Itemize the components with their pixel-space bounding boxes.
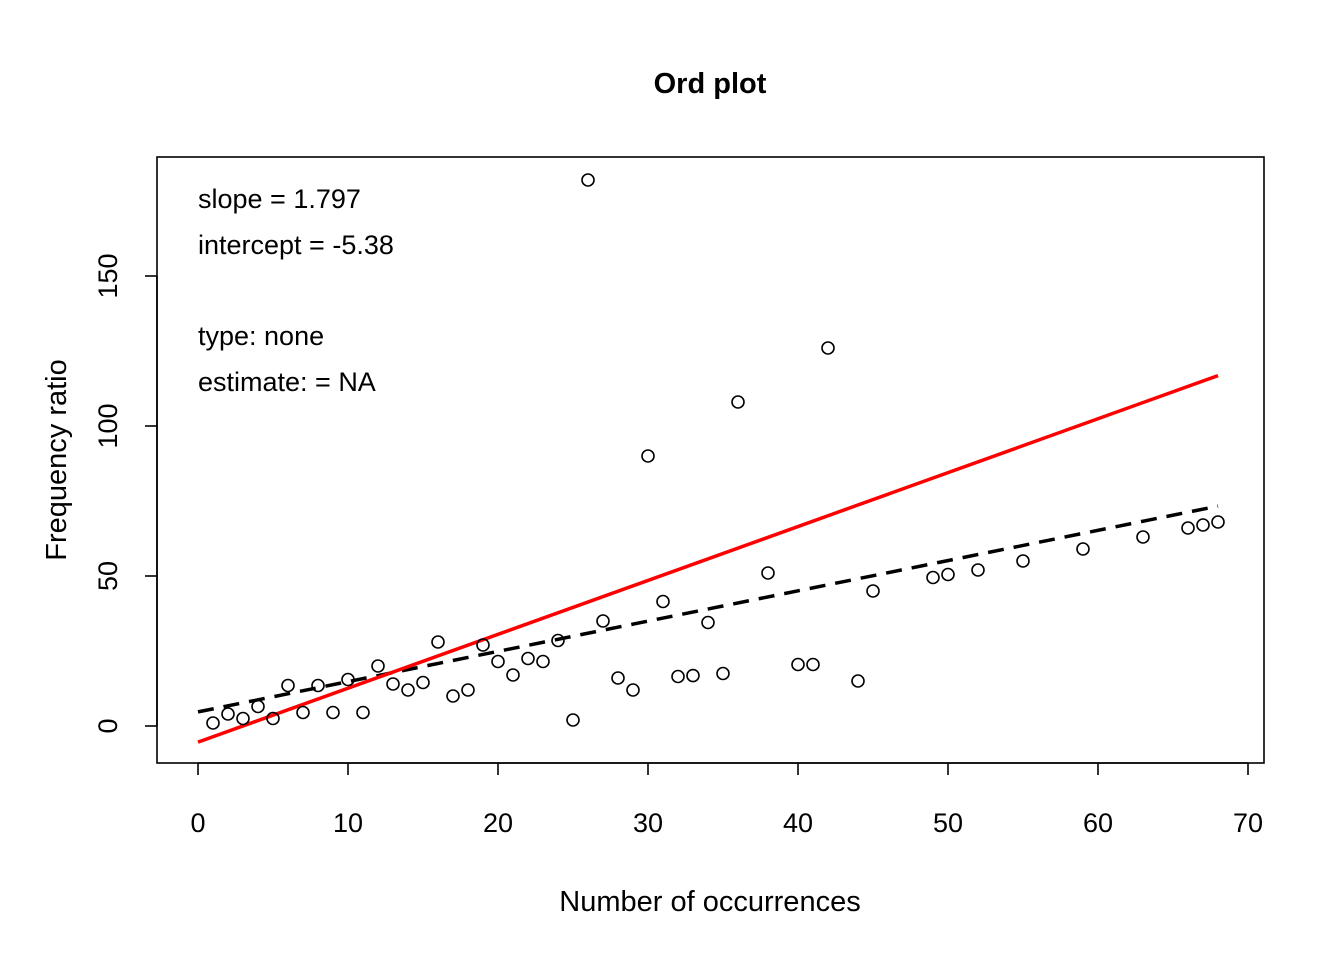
y-tick-label: 150 bbox=[93, 253, 123, 298]
data-point bbox=[461, 683, 475, 697]
x-tick-label: 30 bbox=[633, 808, 663, 838]
data-point bbox=[311, 678, 325, 693]
data-point bbox=[701, 615, 715, 630]
data-point bbox=[926, 570, 940, 585]
data-point bbox=[221, 707, 235, 721]
data-point bbox=[581, 173, 595, 187]
data-point bbox=[731, 395, 745, 409]
data-point bbox=[1211, 515, 1225, 529]
data-point bbox=[566, 713, 580, 727]
data-point bbox=[341, 672, 355, 687]
data-point bbox=[611, 671, 625, 685]
data-point bbox=[266, 711, 280, 726]
data-point bbox=[656, 594, 670, 609]
data-point bbox=[821, 341, 835, 355]
y-tick-label: 100 bbox=[93, 403, 123, 448]
data-point bbox=[1196, 518, 1210, 532]
annotation-line: slope = 1.797 bbox=[198, 184, 361, 214]
data-point bbox=[596, 614, 610, 628]
data-point bbox=[866, 584, 880, 598]
data-point bbox=[431, 635, 445, 649]
data-point bbox=[401, 683, 415, 697]
data-point bbox=[551, 633, 565, 648]
data-point bbox=[761, 566, 775, 580]
weighted-fit-line bbox=[197, 504, 1219, 714]
x-tick-label: 60 bbox=[1083, 808, 1113, 838]
data-point bbox=[506, 668, 520, 682]
data-point bbox=[236, 711, 250, 726]
data-point bbox=[806, 657, 820, 672]
x-tick-label: 70 bbox=[1233, 808, 1263, 838]
data-point bbox=[971, 563, 985, 577]
data-point bbox=[326, 705, 340, 720]
data-point bbox=[446, 689, 460, 703]
x-tick-label: 20 bbox=[483, 808, 513, 838]
data-point bbox=[686, 668, 700, 683]
data-point bbox=[851, 674, 865, 688]
data-points bbox=[206, 173, 1225, 730]
data-point bbox=[1076, 542, 1090, 556]
data-point bbox=[1181, 521, 1195, 535]
x-tick-label: 0 bbox=[190, 808, 205, 838]
data-point bbox=[536, 654, 550, 669]
data-point bbox=[206, 716, 220, 730]
data-point bbox=[626, 683, 640, 697]
data-point bbox=[791, 657, 805, 672]
data-point bbox=[296, 705, 310, 720]
x-tick-label: 40 bbox=[783, 808, 813, 838]
data-point bbox=[671, 669, 685, 684]
y-tick-label: 50 bbox=[93, 561, 123, 591]
data-point bbox=[521, 651, 535, 666]
y-tick-label: 0 bbox=[93, 718, 123, 733]
data-point bbox=[251, 699, 265, 714]
fit-lines bbox=[197, 373, 1219, 744]
data-point bbox=[386, 677, 400, 691]
data-point bbox=[941, 567, 955, 582]
annotation-line: estimate: = NA bbox=[198, 367, 376, 397]
data-point bbox=[476, 638, 490, 652]
data-point bbox=[416, 675, 430, 690]
x-tick-label: 50 bbox=[933, 808, 963, 838]
y-axis-label: Frequency ratio bbox=[41, 359, 73, 561]
fitted-line bbox=[197, 373, 1219, 744]
annotation-line: intercept = -5.38 bbox=[198, 230, 394, 260]
annotation-line: type: none bbox=[198, 321, 324, 351]
annotations: slope = 1.797 intercept = -5.38 type: none… bbox=[198, 184, 394, 397]
data-point bbox=[1016, 554, 1030, 568]
y-axis: 0 50 100 150 bbox=[93, 253, 158, 734]
x-axis: 0 10 20 30 40 50 60 70 bbox=[190, 762, 1263, 838]
data-point bbox=[356, 705, 370, 720]
data-point bbox=[1136, 530, 1150, 544]
x-axis-label: Number of occurrences bbox=[559, 886, 860, 918]
data-point bbox=[491, 654, 505, 669]
x-tick-label: 10 bbox=[333, 808, 363, 838]
data-point bbox=[281, 678, 295, 693]
data-point bbox=[641, 449, 655, 463]
chart-title: Ord plot bbox=[654, 68, 767, 100]
data-point bbox=[716, 666, 730, 681]
data-point bbox=[371, 659, 385, 673]
